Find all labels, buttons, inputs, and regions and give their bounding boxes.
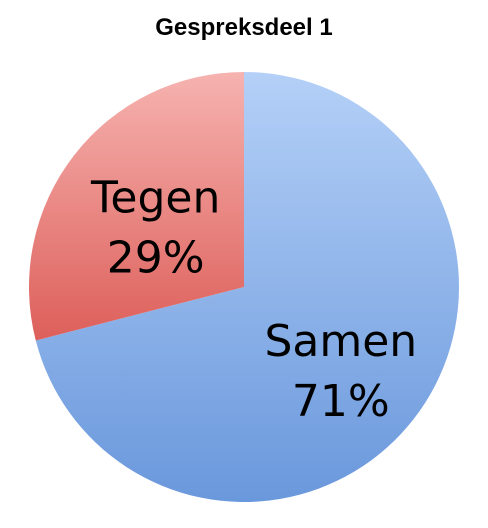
chart-title: Gespreksdeel 1 xyxy=(155,14,333,41)
slice-label-tegen: Tegen xyxy=(90,172,220,223)
slice-value-samen: 71% xyxy=(292,376,390,427)
slices-group xyxy=(28,72,460,502)
slice-label-samen: Samen xyxy=(264,316,417,367)
slice-value-tegen: 29% xyxy=(107,232,205,283)
labels-group: Samen 71% Tegen 29% xyxy=(90,172,417,427)
pie-slice-tegen xyxy=(28,72,245,341)
pie-slice-samen xyxy=(35,72,460,502)
